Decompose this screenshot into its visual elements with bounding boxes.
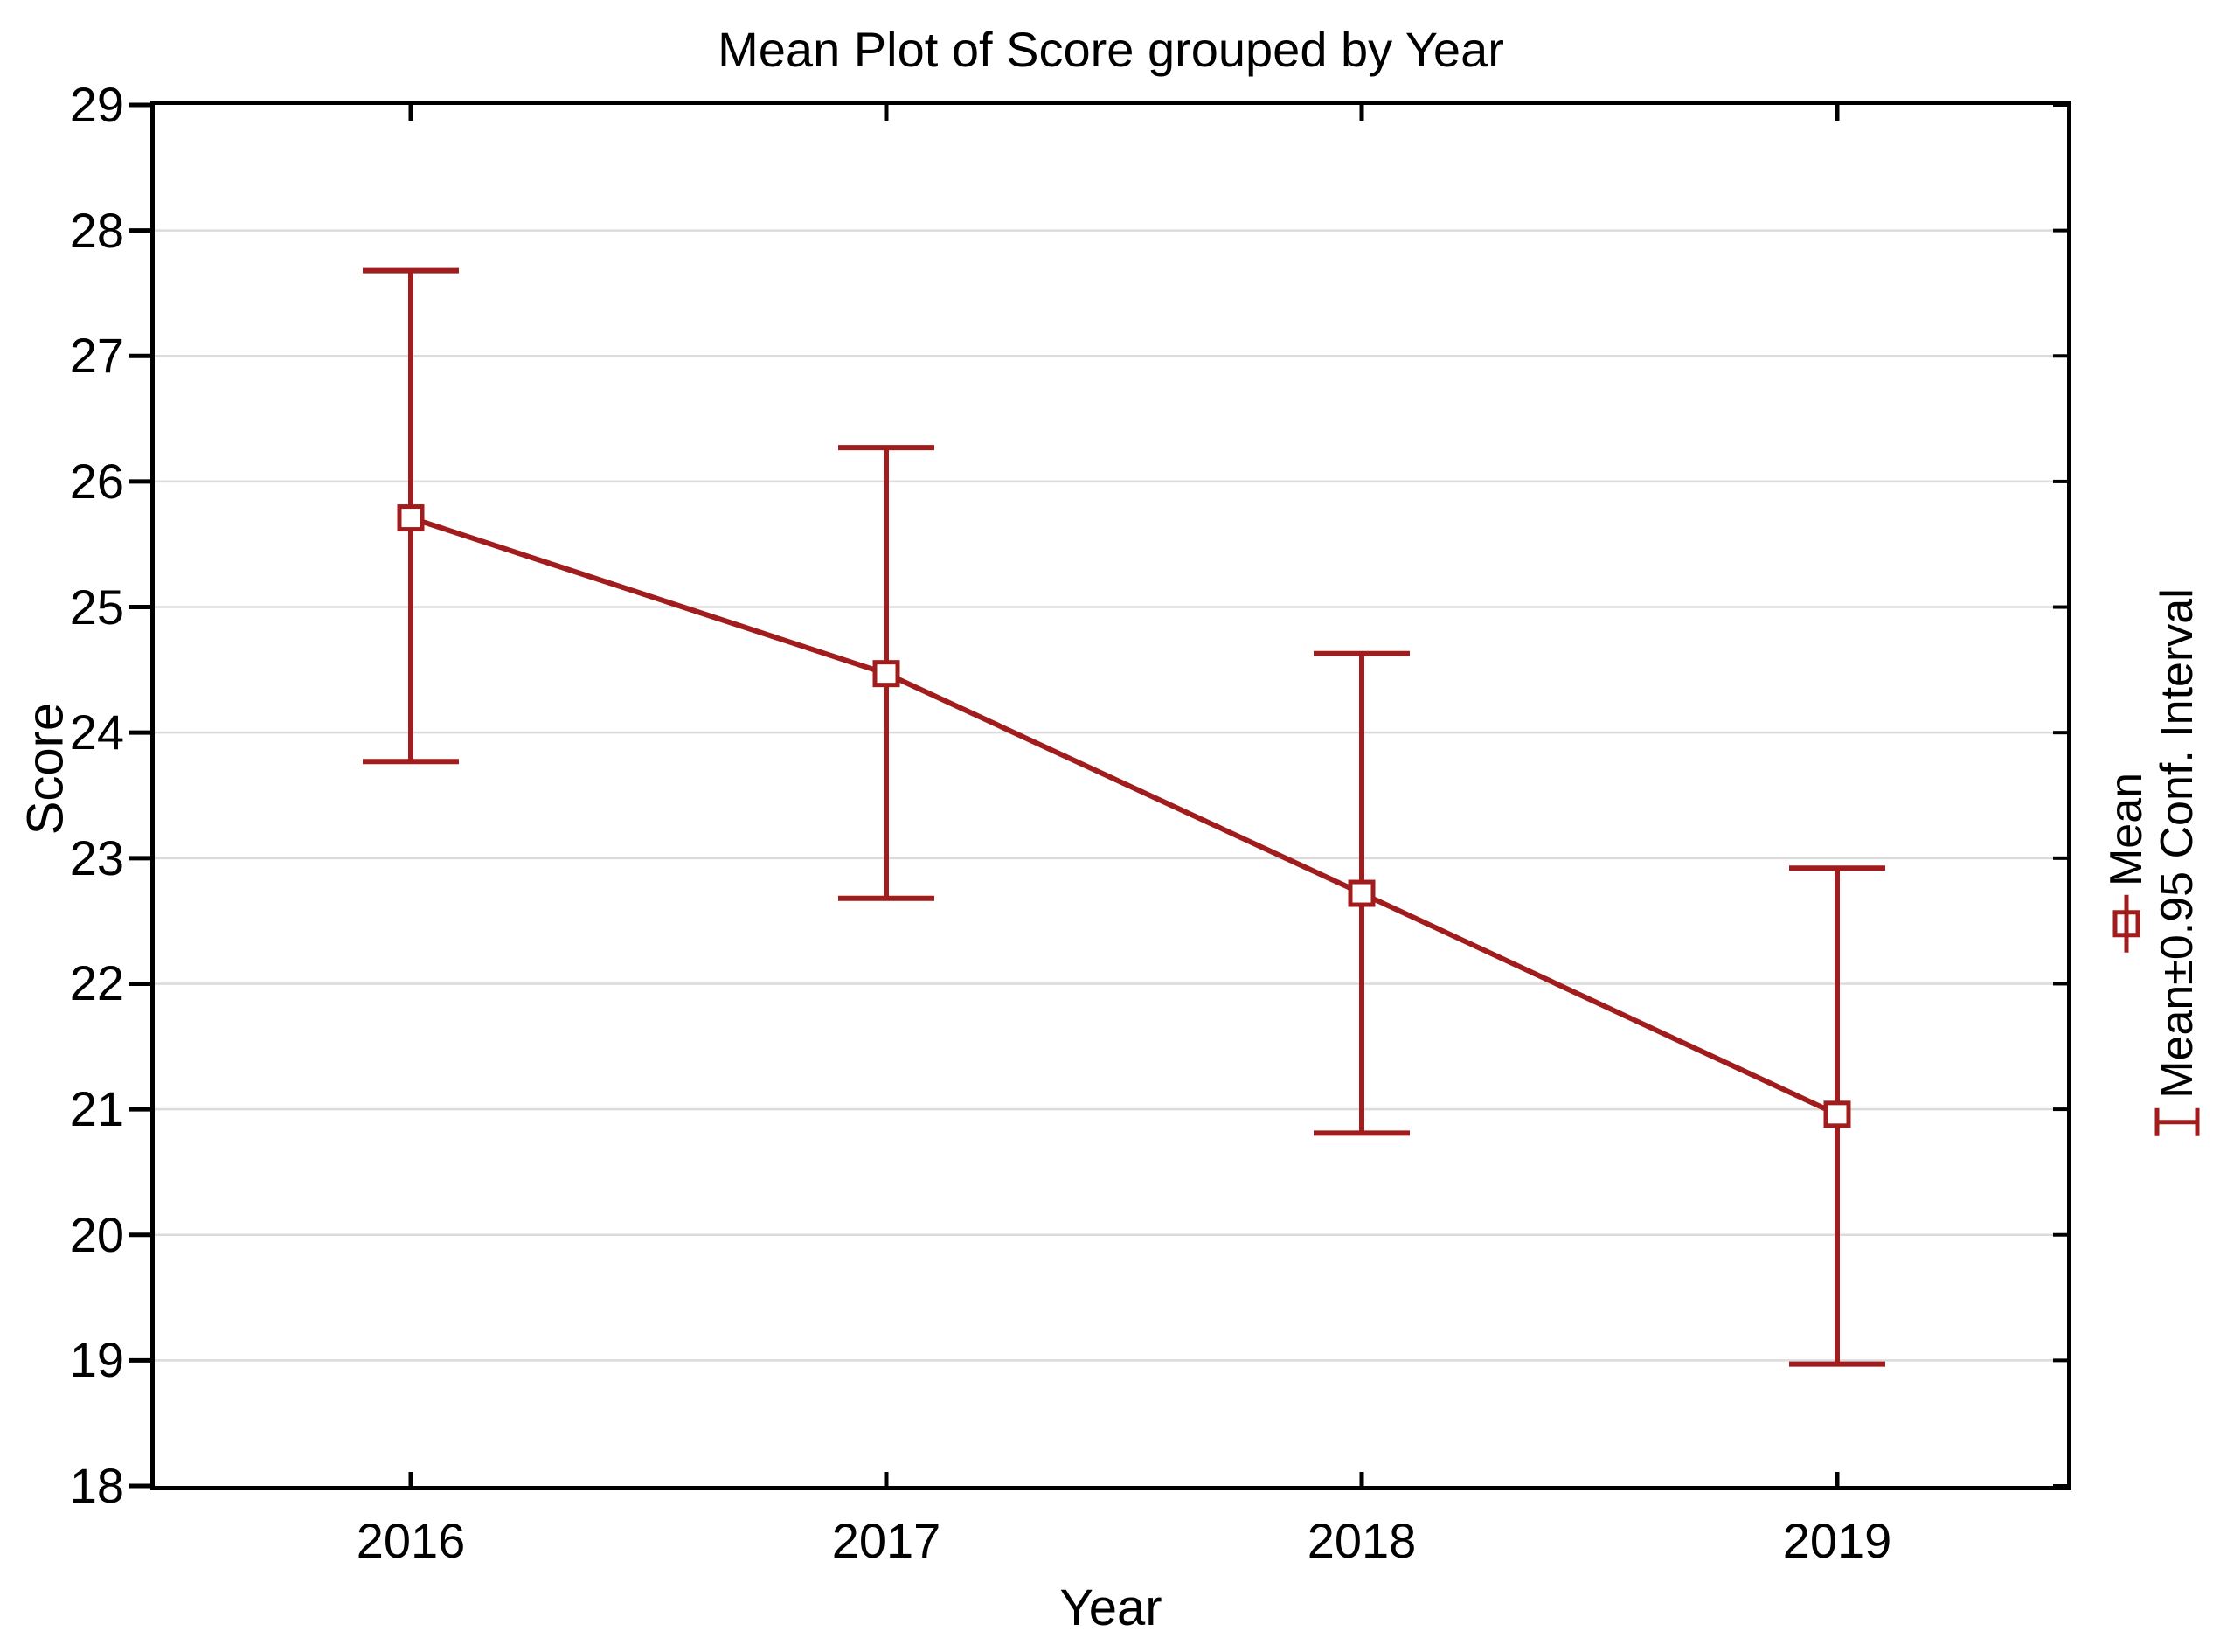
legend-ci-label: Mean±0.95 Conf. Interval <box>2152 588 2203 1099</box>
y-tick-label-18: 18 <box>69 1458 124 1513</box>
legend-mean-label: Mean <box>2101 772 2152 887</box>
x-tick-label-2018: 2018 <box>1307 1513 1417 1568</box>
error-bar-icon <box>2154 1107 2200 1136</box>
y-tick-label-20: 20 <box>69 1206 124 1262</box>
mean-marker-icon <box>2112 895 2140 954</box>
mean-line <box>410 515 1839 1117</box>
legend: Mean Mean±0.95 Conf. Interval <box>2101 588 2203 1139</box>
y-tick-label-23: 23 <box>69 829 124 885</box>
legend-item-mean: Mean <box>2101 588 2152 1139</box>
x-tick-label-2019: 2019 <box>1782 1513 1892 1568</box>
y-tick-label-25: 25 <box>69 579 124 635</box>
chart-title: Mean Plot of Score grouped by Year <box>718 22 1504 77</box>
y-tick-label-22: 22 <box>69 955 124 1011</box>
mean-marker-2019 <box>1823 1100 1851 1128</box>
x-axis-title: Year <box>1059 1579 1162 1636</box>
plot-border <box>150 101 2071 1490</box>
y-tick-label-29: 29 <box>69 77 124 132</box>
y-tick-label-21: 21 <box>69 1081 124 1137</box>
y-tick-label-19: 19 <box>69 1332 124 1388</box>
y-tick-label-27: 27 <box>69 328 124 384</box>
mean-marker-2016 <box>397 504 425 532</box>
legend-item-ci: Mean±0.95 Conf. Interval <box>2152 588 2203 1139</box>
x-tick-label-2016: 2016 <box>356 1513 466 1568</box>
y-tick-label-24: 24 <box>69 705 124 760</box>
mean-marker-2017 <box>872 660 900 688</box>
mean-marker-2018 <box>1348 879 1376 907</box>
x-tick-label-2017: 2017 <box>831 1513 941 1568</box>
y-tick-label-26: 26 <box>69 453 124 509</box>
y-tick-label-28: 28 <box>69 202 124 258</box>
